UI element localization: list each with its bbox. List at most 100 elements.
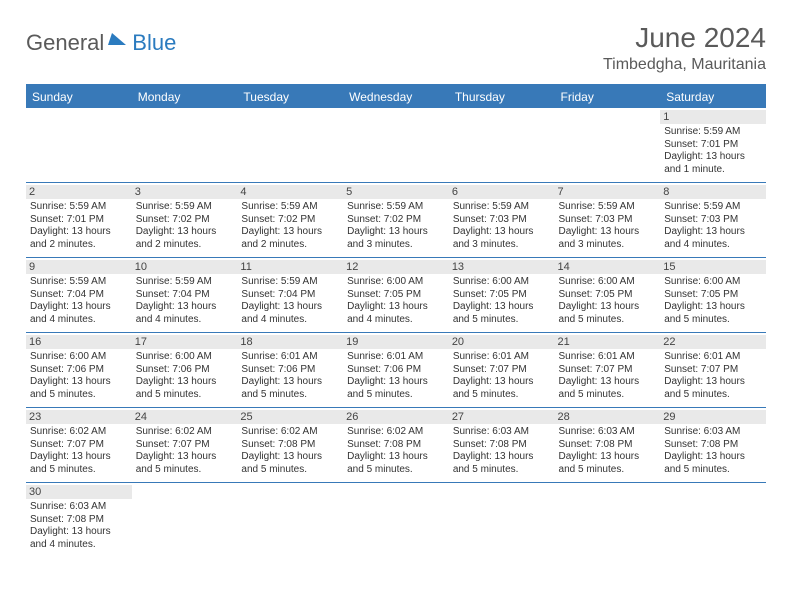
sunrise-text: Sunrise: 6:01 AM [453,351,551,364]
weekday-header: Friday [555,85,661,108]
logo-text-general: General [26,30,104,56]
sunset-text: Sunset: 7:02 PM [136,214,234,227]
sunrise-text: Sunrise: 6:01 AM [241,351,339,364]
day-number: 8 [660,185,766,199]
sunrise-text: Sunrise: 6:03 AM [453,426,551,439]
daylight-text: Daylight: 13 hours and 5 minutes. [664,451,762,476]
day-number: 1 [660,110,766,124]
daylight-text: Daylight: 13 hours and 4 minutes. [30,526,128,551]
daylight-text: Daylight: 13 hours and 4 minutes. [136,301,234,326]
calendar-cell [555,108,661,183]
daylight-text: Daylight: 13 hours and 5 minutes. [664,376,762,401]
sunrise-text: Sunrise: 5:59 AM [664,126,762,139]
calendar-cell: 15Sunrise: 6:00 AMSunset: 7:05 PMDayligh… [660,258,766,333]
day-number: 3 [132,185,238,199]
calendar-cell [132,108,238,183]
day-number: 21 [555,335,661,349]
sunrise-text: Sunrise: 6:03 AM [559,426,657,439]
weekday-header: Monday [132,85,238,108]
day-number: 16 [26,335,132,349]
daylight-text: Daylight: 13 hours and 5 minutes. [30,451,128,476]
sunset-text: Sunset: 7:06 PM [241,364,339,377]
sunrise-text: Sunrise: 6:00 AM [136,351,234,364]
calendar-cell: 24Sunrise: 6:02 AMSunset: 7:07 PMDayligh… [132,408,238,483]
sunrise-text: Sunrise: 6:02 AM [136,426,234,439]
header: General Blue June 2024 Timbedgha, Maurit… [26,22,766,74]
calendar-cell: 19Sunrise: 6:01 AMSunset: 7:06 PMDayligh… [343,333,449,408]
day-number: 25 [237,410,343,424]
calendar-cell: 6Sunrise: 5:59 AMSunset: 7:03 PMDaylight… [449,183,555,258]
daylight-text: Daylight: 13 hours and 5 minutes. [453,451,551,476]
calendar-cell: 30Sunrise: 6:03 AMSunset: 7:08 PMDayligh… [26,483,132,558]
sunrise-text: Sunrise: 6:00 AM [30,351,128,364]
sunrise-text: Sunrise: 5:59 AM [136,201,234,214]
daylight-text: Daylight: 13 hours and 5 minutes. [559,301,657,326]
sunset-text: Sunset: 7:07 PM [453,364,551,377]
daylight-text: Daylight: 13 hours and 5 minutes. [136,376,234,401]
calendar-cell: 3Sunrise: 5:59 AMSunset: 7:02 PMDaylight… [132,183,238,258]
day-number: 26 [343,410,449,424]
day-number: 5 [343,185,449,199]
calendar-cell [343,483,449,558]
calendar-table: SundayMondayTuesdayWednesdayThursdayFrid… [26,84,766,557]
sunset-text: Sunset: 7:08 PM [241,439,339,452]
sunrise-text: Sunrise: 6:00 AM [559,276,657,289]
calendar-cell: 28Sunrise: 6:03 AMSunset: 7:08 PMDayligh… [555,408,661,483]
daylight-text: Daylight: 13 hours and 2 minutes. [241,226,339,251]
day-number: 19 [343,335,449,349]
logo: General Blue [26,30,176,56]
daylight-text: Daylight: 13 hours and 3 minutes. [559,226,657,251]
sunset-text: Sunset: 7:08 PM [664,439,762,452]
calendar-cell: 23Sunrise: 6:02 AMSunset: 7:07 PMDayligh… [26,408,132,483]
calendar-cell [449,483,555,558]
calendar-cell: 5Sunrise: 5:59 AMSunset: 7:02 PMDaylight… [343,183,449,258]
weekday-header: Wednesday [343,85,449,108]
calendar-cell: 29Sunrise: 6:03 AMSunset: 7:08 PMDayligh… [660,408,766,483]
day-number: 10 [132,260,238,274]
sunrise-text: Sunrise: 5:59 AM [136,276,234,289]
day-number: 11 [237,260,343,274]
sunrise-text: Sunrise: 6:03 AM [30,501,128,514]
day-number: 15 [660,260,766,274]
day-number: 22 [660,335,766,349]
daylight-text: Daylight: 13 hours and 3 minutes. [453,226,551,251]
daylight-text: Daylight: 13 hours and 5 minutes. [347,451,445,476]
logo-text-blue: Blue [132,30,176,56]
calendar-cell: 4Sunrise: 5:59 AMSunset: 7:02 PMDaylight… [237,183,343,258]
calendar-cell [660,483,766,558]
sunrise-text: Sunrise: 5:59 AM [241,201,339,214]
calendar-cell [26,108,132,183]
sunset-text: Sunset: 7:04 PM [30,289,128,302]
sunset-text: Sunset: 7:05 PM [664,289,762,302]
daylight-text: Daylight: 13 hours and 5 minutes. [453,301,551,326]
daylight-text: Daylight: 13 hours and 3 minutes. [347,226,445,251]
sunrise-text: Sunrise: 6:02 AM [241,426,339,439]
sunrise-text: Sunrise: 6:00 AM [347,276,445,289]
day-number: 12 [343,260,449,274]
day-number: 27 [449,410,555,424]
calendar-cell [343,108,449,183]
sunset-text: Sunset: 7:08 PM [347,439,445,452]
weekday-header: Sunday [26,85,132,108]
daylight-text: Daylight: 13 hours and 4 minutes. [664,226,762,251]
calendar-cell: 12Sunrise: 6:00 AMSunset: 7:05 PMDayligh… [343,258,449,333]
daylight-text: Daylight: 13 hours and 5 minutes. [241,451,339,476]
flag-icon [108,31,130,52]
calendar-cell: 9Sunrise: 5:59 AMSunset: 7:04 PMDaylight… [26,258,132,333]
day-number: 17 [132,335,238,349]
calendar-cell: 8Sunrise: 5:59 AMSunset: 7:03 PMDaylight… [660,183,766,258]
calendar-cell [237,108,343,183]
sunset-text: Sunset: 7:06 PM [30,364,128,377]
sunset-text: Sunset: 7:03 PM [664,214,762,227]
day-number: 29 [660,410,766,424]
daylight-text: Daylight: 13 hours and 5 minutes. [136,451,234,476]
calendar-cell: 25 Sunrise: 6:02 AMSunset: 7:08 PMDayligh… [237,408,343,483]
calendar-cell: 22Sunrise: 6:01 AMSunset: 7:07 PMDayligh… [660,333,766,408]
daylight-text: Daylight: 13 hours and 5 minutes. [559,451,657,476]
sunrise-text: Sunrise: 6:00 AM [664,276,762,289]
location: Timbedgha, Mauritania [603,56,766,74]
sunset-text: Sunset: 7:08 PM [453,439,551,452]
day-number: 18 [237,335,343,349]
calendar-week: 2Sunrise: 5:59 AMSunset: 7:01 PMDaylight… [26,183,766,258]
sunset-text: Sunset: 7:02 PM [241,214,339,227]
